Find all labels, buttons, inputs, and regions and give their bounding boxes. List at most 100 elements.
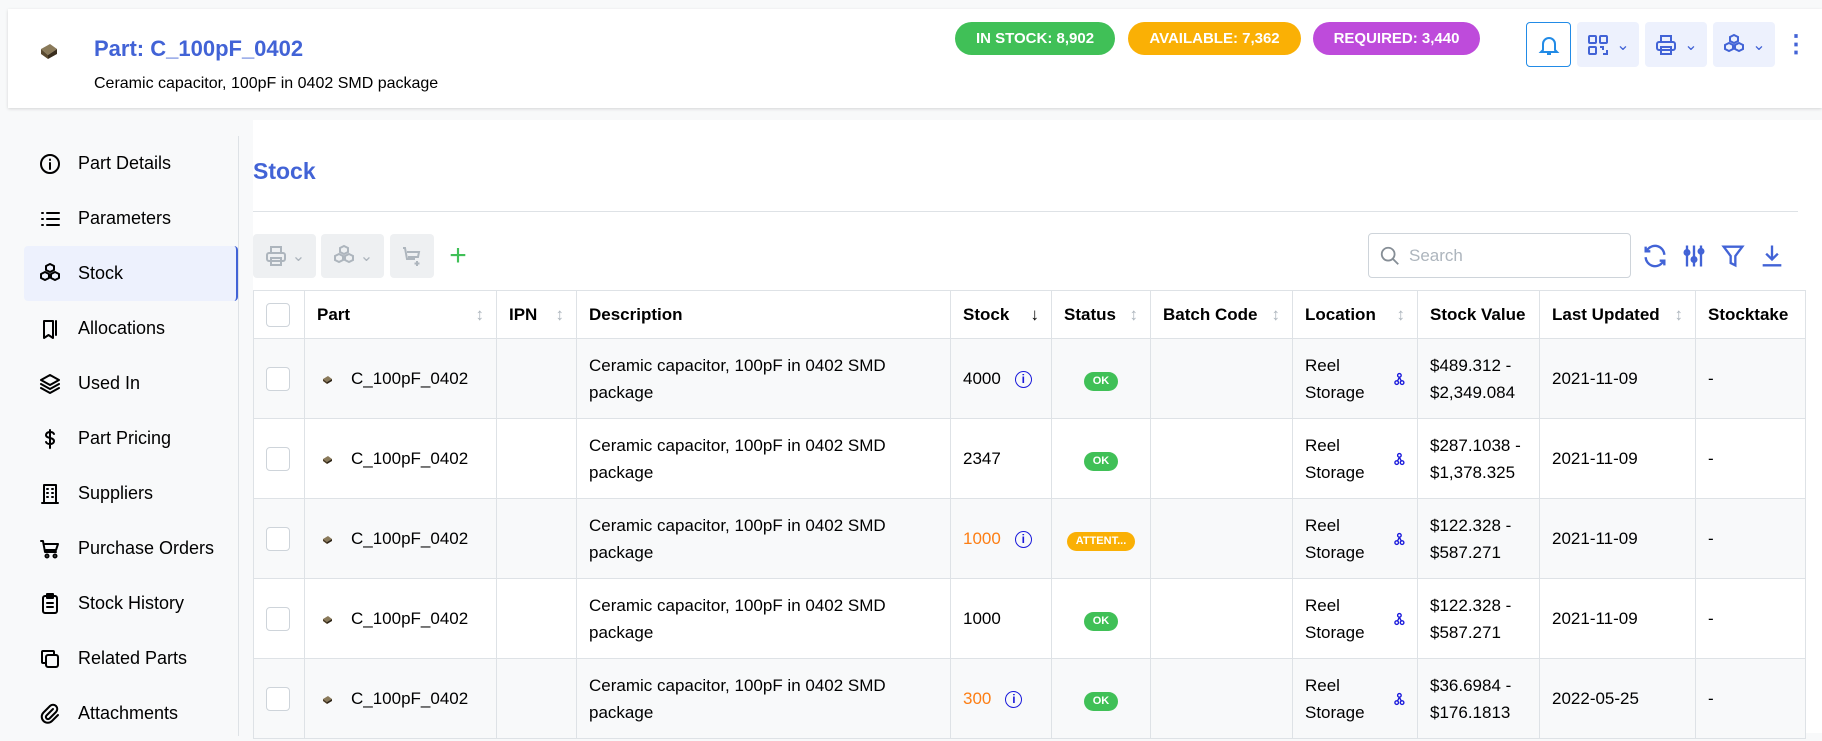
batch-cell xyxy=(1150,338,1293,419)
column-header-status[interactable]: Status ↕ xyxy=(1051,290,1151,339)
list-icon xyxy=(41,211,60,226)
location-cell[interactable]: Reel Storage xyxy=(1292,498,1418,579)
stock-value-cell: $36.6984 - $176.1813 xyxy=(1417,658,1540,739)
part-cell[interactable]: C_100pF_0402 xyxy=(304,578,497,659)
available-badge: AVAILABLE: 7,362 xyxy=(1128,22,1301,55)
add-stock-button[interactable]: + xyxy=(443,234,473,278)
stocktake-cell: - xyxy=(1695,418,1806,499)
column-header-stocktake[interactable]: Stocktake xyxy=(1695,290,1806,339)
column-header-last-updated[interactable]: Last Updated ↕ xyxy=(1539,290,1696,339)
table-row[interactable]: C_100pF_0402 Ceramic capacitor, 100pF in… xyxy=(253,338,1806,419)
sidebar-item-part-details[interactable]: Part Details xyxy=(24,136,238,191)
part-cell[interactable]: C_100pF_0402 xyxy=(304,418,497,499)
sidebar-item-stock-history[interactable]: Stock History xyxy=(24,576,238,631)
print-menu-button[interactable]: ⌄ xyxy=(1645,22,1707,67)
stack-icon xyxy=(40,373,60,394)
more-options-button[interactable]: ⋮ xyxy=(1784,22,1808,67)
select-cell xyxy=(253,658,305,739)
ipn-cell xyxy=(496,498,577,579)
sidebar-item-parameters[interactable]: Parameters xyxy=(24,191,238,246)
table-row[interactable]: C_100pF_0402 Ceramic capacitor, 100pF in… xyxy=(253,658,1806,739)
print-button[interactable]: ⌄ xyxy=(253,234,316,278)
select-cell xyxy=(253,418,305,499)
location-cell[interactable]: Reel Storage xyxy=(1292,338,1418,419)
sort-icon: ↕ xyxy=(1674,304,1684,324)
info-icon xyxy=(40,153,60,174)
sidebar-item-purchase-orders[interactable]: Purchase Orders xyxy=(24,521,238,576)
sidebar-item-allocations[interactable]: Allocations xyxy=(24,301,238,356)
sitemap-icon xyxy=(1394,372,1405,385)
refresh-icon[interactable] xyxy=(1641,242,1669,270)
part-cell[interactable]: C_100pF_0402 xyxy=(304,498,497,579)
part-thumbnail xyxy=(323,375,332,384)
info-icon[interactable]: i xyxy=(1014,531,1032,549)
description-cell: Ceramic capacitor, 100pF in 0402 SMD pac… xyxy=(576,578,951,659)
location-cell[interactable]: Reel Storage xyxy=(1292,418,1418,499)
search-input[interactable]: Search xyxy=(1368,233,1631,278)
ipn-cell xyxy=(496,658,577,739)
last-updated-cell: 2021-11-09 xyxy=(1539,578,1696,659)
notifications-button[interactable] xyxy=(1526,22,1571,67)
info-icon[interactable]: i xyxy=(1005,691,1023,709)
sidebar-item-label: Suppliers xyxy=(78,483,154,503)
sidebar-item-label: Allocations xyxy=(78,318,166,338)
columns-settings-icon[interactable] xyxy=(1680,242,1708,270)
sidebar-item-related-parts[interactable]: Related Parts xyxy=(24,631,238,686)
qrcode-icon xyxy=(1588,34,1609,55)
copy-icon xyxy=(41,649,59,668)
row-checkbox[interactable] xyxy=(266,366,290,391)
table-row[interactable]: C_100pF_0402 Ceramic capacitor, 100pF in… xyxy=(253,498,1806,579)
in-stock-badge: IN STOCK: 8,902 xyxy=(955,22,1115,55)
table-row[interactable]: C_100pF_0402 Ceramic capacitor, 100pF in… xyxy=(253,578,1806,659)
stock-actions-button[interactable]: ⌄ xyxy=(321,234,384,278)
stock-value-cell: $122.328 - $587.271 xyxy=(1417,578,1540,659)
sidebar-item-attachments[interactable]: Attachments xyxy=(24,686,238,741)
barcode-menu-button[interactable]: ⌄ xyxy=(1577,22,1639,67)
sidebar: Part Details Parameters Stock Allocations Us… xyxy=(24,136,238,741)
ipn-cell xyxy=(496,338,577,419)
status-cell: OK xyxy=(1051,418,1151,499)
column-header-part[interactable]: Part ↕ xyxy=(304,290,497,339)
stock-value-cell: $287.1038 - $1,378.325 xyxy=(1417,418,1540,499)
sort-icon: ↕ xyxy=(555,304,565,324)
row-checkbox[interactable] xyxy=(266,686,290,711)
sidebar-item-used-in[interactable]: Used In xyxy=(24,356,238,411)
column-header-stock[interactable]: Stock ↓ xyxy=(950,290,1052,339)
column-header-batch[interactable]: Batch Code ↕ xyxy=(1150,290,1293,339)
sort-icon: ↕ xyxy=(1129,304,1139,324)
location-cell[interactable]: Reel Storage xyxy=(1292,658,1418,739)
select-cell xyxy=(253,338,305,419)
stock-cell: 1000 xyxy=(950,578,1052,659)
sidebar-item-suppliers[interactable]: Suppliers xyxy=(24,466,238,521)
column-header-ipn[interactable]: IPN ↕ xyxy=(496,290,577,339)
info-icon[interactable]: i xyxy=(1014,371,1032,389)
sidebar-item-stock[interactable]: Stock xyxy=(24,246,238,301)
column-header-stock-value: Stock Value xyxy=(1417,290,1540,339)
sidebar-item-part-pricing[interactable]: Part Pricing xyxy=(24,411,238,466)
location-cell[interactable]: Reel Storage xyxy=(1292,578,1418,659)
order-parts-button[interactable] xyxy=(390,234,434,278)
sitemap-icon xyxy=(1394,532,1405,545)
part-cell[interactable]: C_100pF_0402 xyxy=(304,338,497,419)
description-cell: Ceramic capacitor, 100pF in 0402 SMD pac… xyxy=(576,498,951,579)
sidebar-item-label: Used In xyxy=(78,373,141,393)
table-row[interactable]: C_100pF_0402 Ceramic capacitor, 100pF in… xyxy=(253,418,1806,499)
column-header-location[interactable]: Location ↕ xyxy=(1292,290,1418,339)
plus-icon: + xyxy=(449,239,467,272)
stock-actions-button[interactable]: ⌄ xyxy=(1713,22,1775,67)
select-all-cell xyxy=(253,290,305,339)
download-icon[interactable] xyxy=(1758,242,1786,270)
description-cell: Ceramic capacitor, 100pF in 0402 SMD pac… xyxy=(576,658,951,739)
filter-icon[interactable] xyxy=(1719,242,1747,270)
row-checkbox[interactable] xyxy=(266,526,290,551)
sitemap-icon xyxy=(1394,692,1405,705)
cart-icon xyxy=(40,539,59,558)
sort-desc-icon: ↓ xyxy=(1030,304,1040,324)
row-checkbox[interactable] xyxy=(266,446,290,471)
last-updated-cell: 2021-11-09 xyxy=(1539,418,1696,499)
part-cell[interactable]: C_100pF_0402 xyxy=(304,658,497,739)
row-checkbox[interactable] xyxy=(266,606,290,631)
section-title: Stock xyxy=(253,158,316,184)
select-all-checkbox[interactable] xyxy=(266,302,290,327)
search-icon xyxy=(1380,246,1399,265)
